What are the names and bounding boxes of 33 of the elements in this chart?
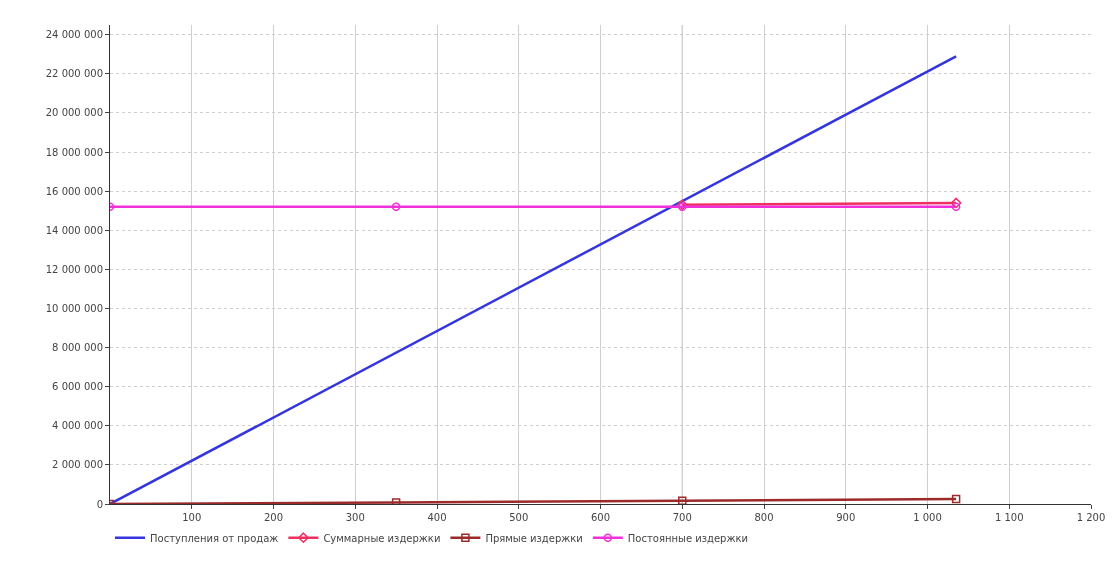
y-tick-label: 2 000 000	[52, 459, 103, 471]
point	[951, 202, 961, 212]
point	[951, 494, 961, 504]
point	[391, 202, 401, 212]
y-tick-label: 16 000 000	[45, 185, 103, 197]
y-tick-label: 4 000 000	[52, 420, 103, 432]
x-tick-label: 300	[345, 512, 365, 523]
x-tick-label: 600	[590, 512, 611, 523]
legend-label: Суммарные издержки	[323, 532, 441, 544]
y-tick-label: 6 000 000	[52, 381, 103, 393]
x-tick-label: 800	[754, 512, 774, 523]
y-tick-label: 12 000 000	[45, 263, 103, 275]
point	[950, 197, 962, 209]
legend-label: Поступления от продаж	[150, 532, 279, 544]
y-tick-label: 8 000 000	[52, 342, 103, 354]
y-tick-label: 24 000 000	[45, 29, 103, 41]
x-tick-label: 200	[263, 512, 284, 523]
x-tick-label: 1 200	[1076, 512, 1106, 523]
x-tick-label: 1 000	[913, 512, 942, 523]
legend-label: Постоянные издержки	[627, 532, 749, 544]
y-tick-label: 10 000 000	[45, 302, 103, 314]
y-tick-label: 14 000 000	[45, 224, 103, 236]
y-tick-label: 0	[96, 498, 103, 510]
x-tick-label: 1 100	[994, 512, 1024, 523]
x-tick-label: 500	[509, 512, 529, 523]
y-tick-label: 18 000 000	[45, 146, 103, 158]
x-tick-label: 700	[672, 512, 692, 523]
x-tick-label: 100	[182, 512, 202, 523]
legend-label: Прямые издержки	[485, 532, 583, 544]
x-tick-label: 900	[836, 512, 856, 523]
y-tick-label: 20 000 000	[45, 107, 103, 119]
x-tick-label: 400	[427, 512, 447, 523]
y-tick-label: 22 000 000	[45, 68, 103, 80]
